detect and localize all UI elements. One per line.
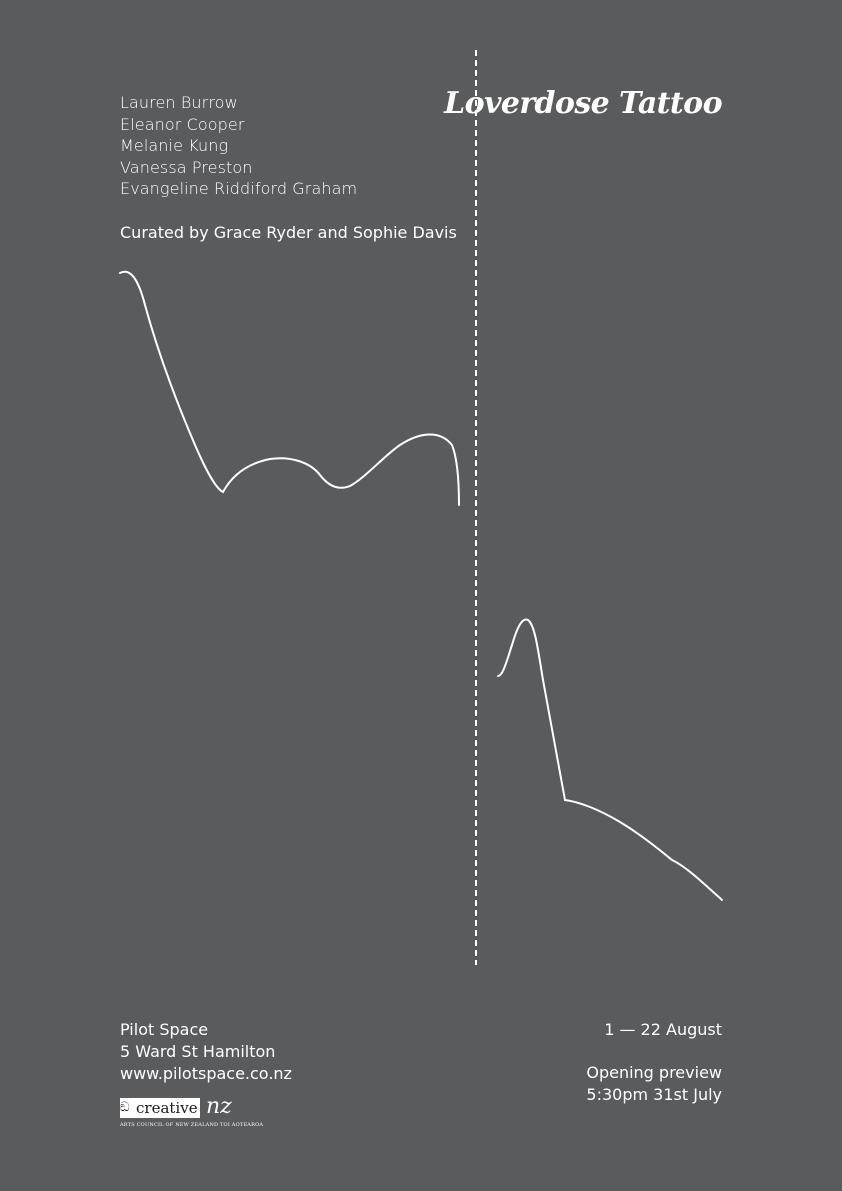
creative-nz-logo: creative ඞ nz ARTS COUNCIL OF NEW ZEALAN…	[118, 1094, 263, 1132]
upper-curve-line	[119, 270, 460, 506]
curator-credit: Curated by Grace Ryder and Sophie Davis	[120, 223, 457, 242]
artist-list: Lauren Burrow Eleanor Cooper Melanie Kun…	[120, 92, 357, 200]
venue-website-link[interactable]: www.pilotspace.co.nz	[120, 1064, 292, 1083]
artist-name: Lauren Burrow	[120, 93, 238, 112]
venue-name: Pilot Space	[120, 1020, 209, 1039]
opening-time: 5:30pm 31st July	[586, 1085, 722, 1104]
spacer	[586, 1041, 722, 1062]
artist-name: Melanie Kung	[120, 136, 229, 155]
opening-label: Opening preview	[586, 1063, 722, 1082]
logo-suffix: nz	[206, 1094, 232, 1119]
artist-name: Eleanor Cooper	[120, 114, 245, 134]
venue-info: Pilot Space 5 Ward St Hamilton www.pilot…	[120, 1019, 292, 1085]
venue-address: 5 Ward St Hamilton	[120, 1042, 276, 1061]
artist-name: Vanessa Preston	[120, 157, 253, 177]
exhibition-title: Loverdose Tattoo	[444, 86, 722, 121]
logo-word: creative	[120, 1098, 200, 1118]
koru-icon: ඞ	[120, 1100, 130, 1115]
exhibition-dates: 1 — 22 August Opening preview 5:30pm 31s…	[586, 1019, 722, 1106]
logo-tagline: ARTS COUNCIL OF NEW ZEALAND TOI AOTEAROA	[120, 1122, 264, 1128]
run-dates: 1 — 22 August	[604, 1020, 722, 1039]
artist-name: Evangeline Riddiford Graham	[120, 179, 358, 198]
lower-curve-line	[497, 618, 723, 901]
